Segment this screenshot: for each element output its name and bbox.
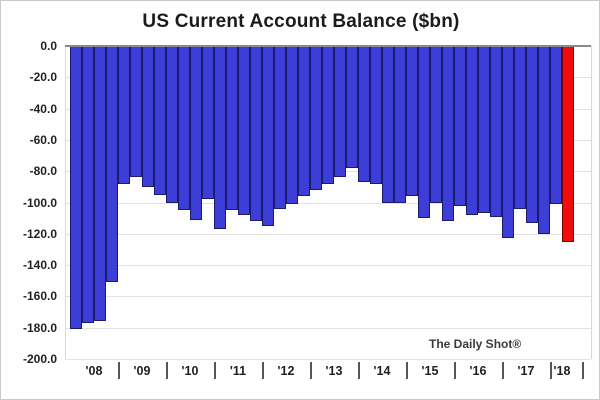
plot-left-border bbox=[65, 46, 66, 359]
bar-2008-q1 bbox=[70, 46, 82, 329]
bar-2010-q2 bbox=[178, 46, 190, 210]
bar-2008-q3 bbox=[94, 46, 106, 321]
bar-2010-q4 bbox=[202, 46, 214, 199]
y-tick-label: -60.0 bbox=[29, 133, 57, 147]
y-tick-label: -20.0 bbox=[29, 70, 57, 84]
bar-2016-q2 bbox=[466, 46, 478, 215]
x-year-label-13: '13 bbox=[325, 364, 343, 378]
bar-2012-q4 bbox=[298, 46, 310, 196]
bar-2011-q3 bbox=[238, 46, 250, 215]
bar-2012-q3 bbox=[286, 46, 298, 204]
x-year-label-09: '09 bbox=[133, 364, 151, 378]
x-axis-tick bbox=[406, 362, 408, 379]
x-axis-tick bbox=[502, 362, 504, 379]
x-year-label-14: '14 bbox=[373, 364, 391, 378]
gridline--180.0 bbox=[65, 328, 591, 329]
bar-2014-q2 bbox=[370, 46, 382, 184]
bar-2008-q4 bbox=[106, 46, 118, 282]
bar-2011-q1 bbox=[214, 46, 226, 229]
bar-2014-q1 bbox=[358, 46, 370, 182]
bar-2014-q3 bbox=[382, 46, 394, 203]
bar-2009-q4 bbox=[154, 46, 166, 195]
bar-2009-q3 bbox=[142, 46, 154, 187]
x-axis-tick bbox=[262, 362, 264, 379]
bar-2017-q4 bbox=[538, 46, 550, 234]
bar-2013-q3 bbox=[334, 46, 346, 177]
y-tick-label: 0.0 bbox=[40, 39, 57, 53]
bar-2014-q4 bbox=[394, 46, 406, 203]
bar-2017-q3 bbox=[526, 46, 538, 223]
bar-2009-q1 bbox=[118, 46, 130, 184]
gridline--120.0 bbox=[65, 234, 591, 235]
bar-2011-q2 bbox=[226, 46, 238, 210]
bar-2008-q2 bbox=[82, 46, 94, 323]
plot-right-border bbox=[591, 46, 592, 359]
bar-2012-q2 bbox=[274, 46, 286, 209]
x-axis-tick bbox=[582, 362, 584, 379]
bar-2018-q2 bbox=[562, 46, 574, 242]
bar-2015-q4 bbox=[442, 46, 454, 221]
gridline--100.0 bbox=[65, 203, 591, 204]
gridline--200.0 bbox=[65, 359, 591, 360]
bar-2016-q1 bbox=[454, 46, 466, 206]
x-year-label-08: '08 bbox=[85, 364, 103, 378]
bar-2016-q3 bbox=[478, 46, 490, 213]
chart-title: US Current Account Balance ($bn) bbox=[142, 11, 460, 32]
bar-2016-q4 bbox=[490, 46, 502, 217]
bar-2017-q1 bbox=[502, 46, 514, 238]
bar-2013-q2 bbox=[322, 46, 334, 184]
x-year-label-15: '15 bbox=[421, 364, 439, 378]
x-axis-tick bbox=[550, 362, 552, 379]
watermark: The Daily Shot® bbox=[429, 337, 522, 351]
x-year-label-16: '16 bbox=[469, 364, 487, 378]
x-year-label-12: '12 bbox=[277, 364, 295, 378]
y-tick-label: -180.0 bbox=[22, 321, 57, 335]
gridline--140.0 bbox=[65, 265, 591, 266]
bar-2011-q4 bbox=[250, 46, 262, 221]
bar-2013-q4 bbox=[346, 46, 358, 168]
bar-2015-q3 bbox=[430, 46, 442, 203]
x-axis-tick bbox=[310, 362, 312, 379]
x-axis-tick bbox=[358, 362, 360, 379]
bar-2013-q1 bbox=[310, 46, 322, 190]
x-axis-tick bbox=[214, 362, 216, 379]
y-tick-label: -140.0 bbox=[22, 258, 57, 272]
x-year-label-10: '10 bbox=[181, 364, 199, 378]
bar-2015-q2 bbox=[418, 46, 430, 218]
bar-2010-q3 bbox=[190, 46, 202, 220]
bar-2015-q1 bbox=[406, 46, 418, 196]
y-tick-label: -160.0 bbox=[22, 289, 57, 303]
x-year-label-11: '11 bbox=[229, 364, 247, 378]
x-year-label-17: '17 bbox=[517, 364, 535, 378]
bar-2017-q2 bbox=[514, 46, 526, 209]
bar-2009-q2 bbox=[130, 46, 142, 177]
x-axis-tick bbox=[118, 362, 120, 379]
bar-2010-q1 bbox=[166, 46, 178, 203]
x-axis-tick bbox=[166, 362, 168, 379]
zero-axis-line bbox=[65, 45, 591, 47]
x-axis-tick bbox=[454, 362, 456, 379]
y-tick-label: -120.0 bbox=[22, 227, 57, 241]
x-year-label-18: '18 bbox=[553, 364, 571, 378]
y-tick-label: -80.0 bbox=[29, 164, 57, 178]
gridline--160.0 bbox=[65, 296, 591, 297]
bar-2012-q1 bbox=[262, 46, 274, 226]
y-tick-label: -100.0 bbox=[22, 196, 57, 210]
bar-2018-q1 bbox=[550, 46, 562, 204]
y-tick-label: -40.0 bbox=[29, 102, 57, 116]
y-tick-label: -200.0 bbox=[22, 352, 57, 366]
